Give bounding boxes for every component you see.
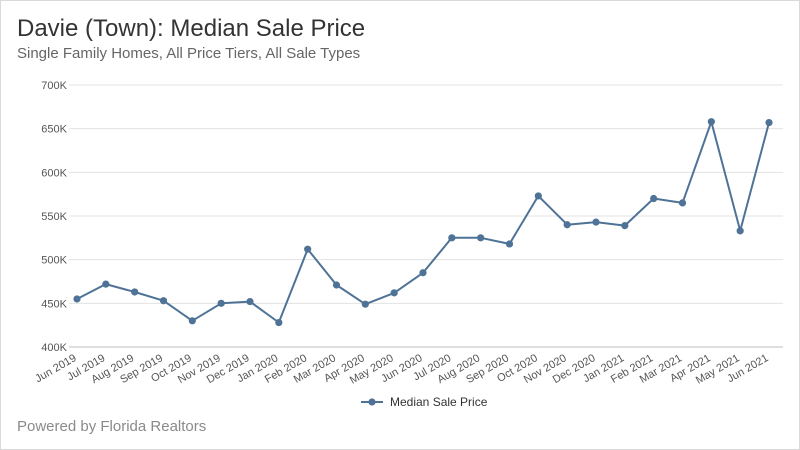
data-point	[73, 295, 81, 303]
data-point	[505, 240, 514, 248]
y-tick-label: 600K	[41, 167, 67, 179]
data-point	[736, 227, 744, 235]
data-point	[131, 288, 139, 296]
footer-credit: Powered by Florida Realtors	[17, 418, 207, 435]
data-point	[765, 118, 773, 127]
series-line	[76, 120, 770, 324]
data-point	[188, 317, 196, 325]
legend-label: Median Sale Price	[390, 395, 488, 409]
data-point	[419, 269, 427, 277]
data-point	[678, 199, 687, 207]
chart-subtitle: Single Family Homes, All Price Tiers, Al…	[17, 45, 361, 62]
data-point	[707, 118, 715, 126]
y-tick-label: 650K	[41, 124, 67, 136]
data-point	[534, 192, 542, 200]
data-point	[102, 280, 110, 288]
data-point	[477, 234, 485, 242]
data-point	[592, 218, 600, 226]
data-point	[159, 297, 168, 305]
data-point	[361, 300, 369, 308]
y-tick-label: 550K	[41, 211, 67, 223]
chart-title: Davie (Town): Median Sale Price	[17, 15, 366, 42]
data-point	[650, 194, 658, 203]
data-point	[246, 297, 254, 306]
data-point	[217, 299, 225, 307]
y-tick-label: 400K	[41, 342, 67, 354]
data-point	[275, 318, 283, 327]
legend-marker	[368, 398, 376, 406]
data-point	[332, 281, 341, 289]
data-point	[390, 289, 398, 297]
y-tick-label: 700K	[41, 80, 67, 92]
y-tick-label: 450K	[41, 298, 67, 310]
data-point	[621, 222, 629, 230]
data-point	[304, 245, 312, 253]
data-point	[448, 234, 456, 242]
y-tick-label: 500K	[41, 255, 67, 267]
data-point	[563, 221, 571, 229]
